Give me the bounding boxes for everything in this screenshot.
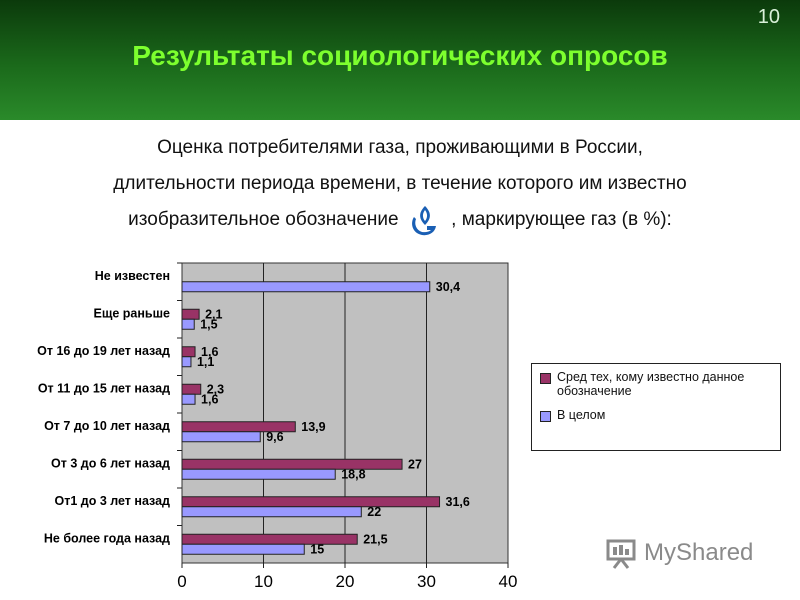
data-label-s2-4: 9,6: [266, 430, 283, 444]
watermark-text: MyShared: [644, 539, 754, 566]
bar-s1-7: [181, 533, 358, 545]
bar-s1-5: [181, 458, 403, 470]
gazprom-logo-icon: [407, 202, 442, 237]
category-label-5: От 3 до 6 лет назад: [51, 456, 170, 470]
data-label-s1-5: 27: [408, 457, 422, 471]
data-label-s2-6: 22: [367, 505, 381, 519]
data-label-s1-2: 1,6: [201, 345, 218, 359]
x-tick-label-1: 10: [254, 572, 273, 591]
data-label-s2-2: 1,1: [197, 355, 214, 369]
data-label-s2-3: 1,6: [201, 392, 218, 406]
category-label-2: От 16 до 19 лет назад: [37, 344, 170, 358]
presentation-board-icon: [606, 539, 636, 569]
category-label-7: Не более года назад: [44, 531, 170, 545]
x-tick-label-0: 0: [177, 572, 186, 591]
data-label-s2-0: 30,4: [436, 280, 460, 294]
bar-chart: 0 10 20 30 40 Не известен 30,4 Еще раньше 2,11,5…: [37, 262, 518, 591]
data-label-s1-4: 13,9: [301, 420, 325, 434]
legend-entry-series-1: Сред тех, кому известно данное обозначен…: [540, 370, 772, 398]
bar-s1-6: [181, 496, 441, 508]
bar-s1-3: [181, 383, 202, 395]
data-label-s1-6: 31,6: [446, 495, 470, 509]
bar-s2-6: [181, 506, 362, 518]
x-tick-label-2: 20: [336, 572, 355, 591]
legend-swatch-series-1: [540, 373, 551, 384]
bar-s2-7: [181, 543, 305, 555]
bar-s2-2: [181, 356, 192, 368]
category-label-1: Еще раньше: [93, 306, 170, 320]
legend-swatch-series-2: [540, 411, 551, 422]
slide-number: 10: [757, 6, 780, 28]
bar-s2-5: [181, 468, 336, 480]
chart-legend: Сред тех, кому известно данное обозначен…: [531, 363, 781, 451]
category-label-3: От 11 до 15 лет назад: [38, 381, 170, 395]
page-title: Результаты социологических опросов: [132, 40, 668, 71]
bar-s2-4: [181, 431, 261, 443]
watermark: MyShared: [604, 536, 753, 570]
subtitle-line-3: изобразительное обозначение , маркирующе…: [20, 202, 780, 238]
bar-s2-0: [181, 281, 431, 293]
data-label-s1-7: 21,5: [363, 532, 387, 546]
data-label-s1-3: 2,3: [207, 382, 224, 396]
data-label-s2-1: 1,5: [200, 317, 217, 331]
legend-label-series-1: Сред тех, кому известно данное обозначен…: [557, 370, 745, 398]
category-label-6: От1 до 3 лет назад: [55, 494, 171, 508]
subtitle-line-2: длительности периода времени, в течение …: [113, 173, 687, 194]
bar-s2-3: [181, 393, 196, 405]
subtitle-line-3-before: изобразительное обозначение: [128, 209, 399, 230]
data-label-s2-7: 15: [310, 542, 324, 556]
legend-entry-series-2: В целом: [540, 408, 772, 422]
bar-s1-1: [181, 308, 200, 320]
bar-s1-2: [181, 346, 196, 358]
x-tick-label-4: 40: [499, 572, 518, 591]
subtitle-line-3-after: , маркирующее газ (в %):: [451, 209, 672, 230]
legend-label-series-2: В целом: [557, 408, 606, 422]
x-tick-label-3: 30: [417, 572, 436, 591]
data-label-s1-1: 2,1: [205, 307, 222, 321]
bar-s2-1: [181, 318, 195, 330]
category-label-4: От 7 до 10 лет назад: [44, 419, 170, 433]
data-label-s2-5: 18,8: [341, 467, 365, 481]
header-banner: 10 Результаты социологических опросов: [0, 0, 800, 120]
category-label-0: Не известен: [95, 269, 170, 283]
chart-subtitle: Оценка потребителями газа, проживающими …: [20, 130, 780, 238]
subtitle-line-1: Оценка потребителями газа, проживающими …: [157, 137, 643, 158]
